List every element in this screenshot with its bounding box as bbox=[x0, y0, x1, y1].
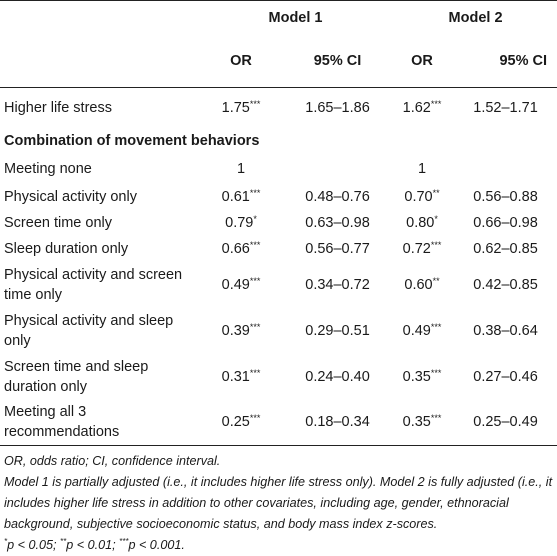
header-blank-cell bbox=[0, 0, 197, 36]
section-heading: Combination of movement behaviors bbox=[4, 132, 260, 149]
model-1-ci-cell: 0.48–0.76 bbox=[305, 188, 370, 205]
table-row: Higher life stress 1.75*** 1.65–1.86 1.6… bbox=[0, 88, 557, 128]
section-row: Combination of movement behaviors bbox=[0, 128, 557, 154]
table-row: Meeting all 3 recommendations 0.25*** 0.… bbox=[0, 399, 557, 446]
row-label: Physical activity and screen time only bbox=[4, 266, 183, 303]
model-1-or-cell: 1 bbox=[236, 160, 246, 177]
model-1-or-cell: 0.61*** bbox=[221, 187, 261, 205]
row-label: Meeting all 3 recommendations bbox=[0, 399, 197, 446]
model-1-header: Model 1 bbox=[197, 0, 391, 36]
model-1-ci-header: 95% CI bbox=[281, 35, 391, 88]
model-2-ci-cell: 0.56–0.88 bbox=[473, 188, 538, 205]
model-2-or-cell: 0.35*** bbox=[402, 367, 442, 385]
model-1-or-cell: 0.66*** bbox=[221, 239, 261, 257]
model-2-ci-cell: 0.25–0.49 bbox=[450, 399, 557, 446]
model-2-or-cell: 0.72*** bbox=[402, 239, 442, 257]
model-1-ci-cell bbox=[281, 154, 390, 184]
row-label: Screen time and sleep duration only bbox=[4, 358, 149, 395]
odds-ratio-table: Model 1 Model 2 OR 95% CI OR 95% CI High… bbox=[0, 0, 557, 446]
model-1-or-cell: 0.31*** bbox=[221, 367, 261, 385]
model-2-ci-cell: 0.62–0.85 bbox=[473, 240, 538, 257]
table-footnotes: OR, odds ratio; CI, confidence interval.… bbox=[4, 451, 556, 556]
abbreviation-note: OR, odds ratio; CI, confidence interval. bbox=[4, 454, 221, 468]
row-label: Higher life stress bbox=[4, 99, 112, 116]
model-2-ci-cell: 0.66–0.98 bbox=[473, 214, 538, 231]
model-2-ci-header: 95% CI bbox=[450, 35, 557, 88]
model-1-ci-cell: 0.63–0.98 bbox=[305, 214, 370, 231]
model-2-ci-cell: 0.27–0.46 bbox=[473, 368, 538, 385]
row-label: Sleep duration only bbox=[4, 240, 129, 257]
model-2-or-cell: 1.62*** bbox=[402, 98, 442, 116]
model-2-header: Model 2 bbox=[390, 0, 557, 36]
table-row: Screen time and sleep duration only 0.31… bbox=[0, 354, 557, 400]
model-1-ci-cell: 0.56–0.77 bbox=[305, 240, 370, 257]
model-1-ci-cell: 0.18–0.34 bbox=[281, 399, 391, 446]
row-label: Meeting none bbox=[4, 160, 92, 177]
model-2-ci-cell bbox=[450, 154, 557, 184]
model-1-or-cell: 0.39*** bbox=[221, 321, 261, 339]
model-2-ci-cell: 1.52–1.71 bbox=[473, 99, 538, 116]
model-1-or-cell: 1.75*** bbox=[221, 98, 261, 116]
table-row: Physical activity and sleep only 0.39***… bbox=[0, 308, 557, 354]
model-2-or-cell: 0.49*** bbox=[402, 321, 442, 339]
model-1-or-cell: 0.79* bbox=[225, 213, 257, 231]
model-1-or-header: OR bbox=[197, 35, 281, 88]
row-label: Screen time only bbox=[4, 214, 112, 231]
model-2-or-cell: 0.80* bbox=[406, 213, 438, 231]
table-row: Meeting none 1 1 bbox=[0, 154, 557, 184]
significance-note: *p < 0.05; **p < 0.01; ***p < 0.001. bbox=[4, 537, 185, 553]
row-label: Physical activity and sleep only bbox=[4, 312, 174, 349]
table-row: Physical activity and screen time only 0… bbox=[0, 262, 557, 308]
model-2-or-cell: 0.60** bbox=[404, 275, 440, 293]
model-2-ci-cell: 0.38–0.64 bbox=[473, 322, 538, 339]
model-1-or-cell: 0.49*** bbox=[221, 275, 261, 293]
model-adjustment-note: Model 1 is partially adjusted (i.e., it … bbox=[4, 475, 553, 531]
table-row: Sleep duration only 0.66*** 0.56–0.77 0.… bbox=[0, 236, 557, 262]
model-1-ci-cell: 0.24–0.40 bbox=[305, 368, 370, 385]
header-label-cell bbox=[0, 35, 197, 88]
table-row: Screen time only 0.79* 0.63–0.98 0.80* 0… bbox=[0, 210, 557, 236]
model-2-or-cell: 1 bbox=[417, 160, 427, 177]
model-1-ci-cell: 0.29–0.51 bbox=[305, 322, 370, 339]
row-label: Physical activity only bbox=[4, 188, 137, 205]
model-2-or-cell: 0.35*** bbox=[390, 399, 451, 446]
model-1-or-cell: 0.25*** bbox=[197, 399, 281, 446]
model-2-ci-cell: 0.42–0.85 bbox=[473, 276, 538, 293]
table-row: Physical activity only 0.61*** 0.48–0.76… bbox=[0, 184, 557, 210]
model-2-or-cell: 0.70** bbox=[404, 187, 440, 205]
model-1-ci-cell: 0.34–0.72 bbox=[305, 276, 370, 293]
model-1-ci-cell: 1.65–1.86 bbox=[305, 99, 370, 116]
model-2-or-header: OR bbox=[390, 35, 451, 88]
